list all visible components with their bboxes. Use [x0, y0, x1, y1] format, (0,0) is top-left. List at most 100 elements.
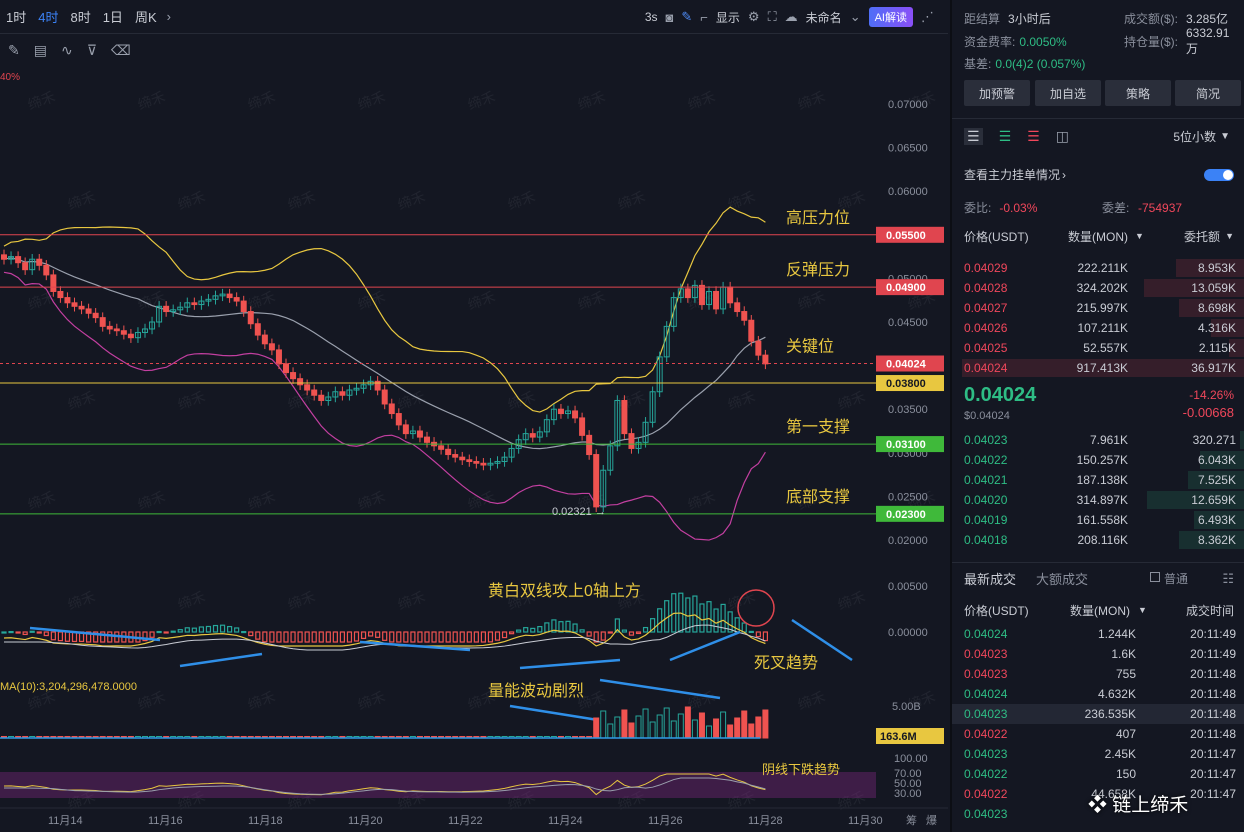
level-label: 反弹压力: [786, 261, 850, 279]
trade-time: 20:11:47: [1190, 747, 1236, 761]
candle: [247, 311, 254, 325]
order-row[interactable]: 0.04027 215.997K 8.698K: [952, 298, 1244, 318]
caret-down-icon[interactable]: ▼: [1220, 131, 1230, 142]
trade-price: 0.04023: [964, 667, 1008, 681]
candle: [1, 254, 7, 260]
chevron-right-icon[interactable]: ›: [166, 9, 171, 24]
candle: [572, 410, 579, 419]
tf-1d[interactable]: 1日: [102, 10, 123, 25]
macd-bar: [170, 630, 176, 633]
note-icon[interactable]: ▤: [33, 41, 47, 58]
rsi-tick: 50.00: [894, 778, 922, 790]
order-row[interactable]: 0.04024 917.413K 36.917K: [952, 358, 1244, 378]
order-row[interactable]: 0.04020 314.897K 12.659K: [952, 490, 1244, 510]
normal-checkbox[interactable]: [1150, 572, 1160, 582]
order-row[interactable]: 0.04028 324.202K 13.059K: [952, 278, 1244, 298]
candle: [670, 297, 677, 327]
macd-bar: [537, 626, 543, 633]
order-row[interactable]: 0.04026 107.211K 4.316K: [952, 318, 1244, 338]
tab-latest-trades[interactable]: 最新成交: [964, 572, 1017, 587]
tf-1h[interactable]: 1时: [6, 10, 27, 25]
template-select[interactable]: 未命名: [805, 10, 842, 25]
candle: [268, 343, 275, 351]
book-depth-icon[interactable]: ◫: [1055, 128, 1069, 144]
order-row[interactable]: 0.04018 208.116K 8.362K: [952, 530, 1244, 550]
macd-bar: [748, 630, 754, 634]
depth-bar: [1194, 511, 1244, 529]
ai-analysis-button[interactable]: AI解读: [868, 7, 913, 27]
candle: [762, 354, 769, 365]
volume-bar: [684, 706, 691, 739]
order-row[interactable]: 0.04023 7.961K 320.271: [952, 430, 1244, 450]
cloud-icon[interactable]: ☁: [784, 9, 798, 24]
filter-icon[interactable]: ⊽: [86, 41, 97, 58]
caret-down-icon[interactable]: ▼: [1135, 231, 1144, 241]
order-row[interactable]: 0.04021 187.138K 7.525K: [952, 470, 1244, 490]
macd-bar: [36, 631, 42, 634]
macd-bar: [523, 627, 529, 633]
candle: [734, 302, 741, 313]
settings-icon[interactable]: ⚙: [747, 9, 760, 24]
candle: [43, 264, 50, 276]
tf-4h[interactable]: 4时: [38, 10, 59, 25]
book-bids-icon[interactable]: ☰: [998, 128, 1012, 144]
col-qty[interactable]: 数量(MON): [1068, 230, 1128, 244]
main-orders-link[interactable]: 查看主力挂单情况: [964, 168, 1061, 182]
trade-time: 20:11:48: [1190, 687, 1236, 701]
chevron-right-icon[interactable]: ›: [1062, 167, 1067, 182]
last-price: 0.04024: [964, 384, 1037, 406]
magnet-icon[interactable]: ∿: [60, 41, 73, 58]
volume-bar: [748, 723, 755, 739]
caret-down-icon[interactable]: ▼: [1225, 231, 1234, 241]
macd-bar: [262, 631, 268, 643]
macd-bar: [431, 631, 437, 643]
overview-button[interactable]: 简况: [1175, 80, 1241, 106]
order-row[interactable]: 0.04029 222.211K 8.953K: [952, 258, 1244, 278]
trade-time: 20:11:47: [1190, 767, 1236, 781]
main-orders-toggle[interactable]: [1204, 168, 1234, 181]
trades-col-qty[interactable]: 数量(MON): [1070, 604, 1130, 618]
add-alert-button[interactable]: 加预警: [964, 80, 1030, 106]
tab-big-trades[interactable]: 大额成交: [1036, 572, 1089, 587]
candle: [395, 413, 402, 426]
display-button[interactable]: 显示: [715, 10, 740, 25]
order-row[interactable]: 0.04022 150.257K 6.043K: [952, 450, 1244, 470]
trades-col-price: 价格(USDT): [964, 604, 1029, 618]
col-total[interactable]: 委托额: [1183, 230, 1220, 244]
chevron-down-icon[interactable]: ⌄: [849, 9, 861, 24]
edit-icon[interactable]: ✎: [8, 41, 20, 58]
macd-bar: [283, 631, 289, 643]
candle: [438, 445, 445, 450]
candle: [656, 356, 663, 393]
rsi-line-2: [4, 777, 766, 795]
order-row[interactable]: 0.04019 161.558K 6.493K: [952, 510, 1244, 530]
macd-bar: [311, 631, 317, 643]
candle: [163, 305, 170, 313]
trash-icon[interactable]: ⌫: [110, 41, 131, 58]
depth-bar: [1240, 431, 1244, 449]
book-both-icon[interactable]: ☰: [964, 128, 983, 145]
rsi-annotation: 阴线下跌趋势: [762, 762, 840, 777]
caret-down-icon[interactable]: ▼: [1138, 605, 1147, 615]
share-icon[interactable]: ⋰: [921, 9, 934, 24]
volume-bar: [727, 724, 734, 739]
interval-label[interactable]: 3s: [644, 10, 658, 24]
trend-arrow: [599, 678, 721, 700]
strategy-button[interactable]: 策略: [1105, 80, 1171, 106]
change-abs: -0.00668: [1182, 405, 1234, 420]
candle: [543, 419, 550, 433]
crop-icon[interactable]: ⌐: [700, 9, 708, 25]
sliders-icon[interactable]: ☷: [1222, 570, 1234, 586]
pen-icon[interactable]: ✎: [681, 9, 693, 24]
add-favorite-button[interactable]: 加自选: [1035, 80, 1101, 106]
fullscreen-icon[interactable]: ⛶: [767, 9, 777, 24]
settle-value: 3小时后: [1008, 12, 1051, 26]
decimals-select[interactable]: 5位小数: [1173, 130, 1216, 144]
tf-8h[interactable]: 8时: [70, 10, 91, 25]
camera-icon[interactable]: ◙: [665, 9, 674, 25]
tf-weekly[interactable]: 周K: [134, 10, 157, 25]
funding-label: 资金费率:: [964, 35, 1016, 49]
book-asks-icon[interactable]: ☰: [1027, 128, 1040, 144]
order-row[interactable]: 0.04025 52.557K 2.115K: [952, 338, 1244, 358]
